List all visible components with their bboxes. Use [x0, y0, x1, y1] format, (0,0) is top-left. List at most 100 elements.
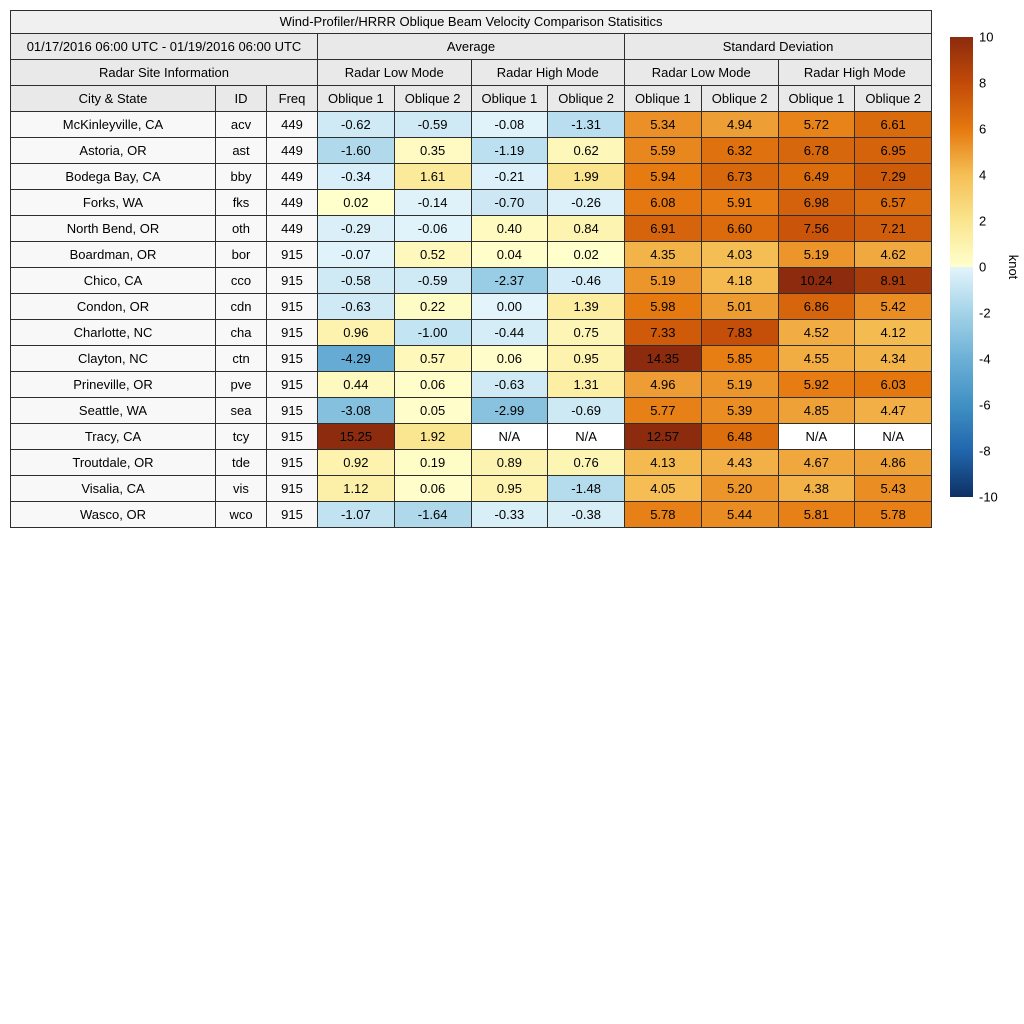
freq-cell: 915 — [266, 267, 318, 294]
colorbar-tick-label: 6 — [979, 121, 987, 137]
id-cell: bby — [215, 163, 267, 190]
value-cell: 5.01 — [700, 293, 779, 320]
city-cell: Wasco, OR — [10, 501, 216, 528]
value-cell: 5.19 — [624, 267, 702, 294]
value-cell: 1.99 — [547, 163, 625, 190]
value-cell: -1.64 — [393, 501, 472, 528]
value-cell: 0.52 — [393, 241, 472, 268]
id-cell: fks — [215, 189, 267, 216]
value-cell: -0.29 — [317, 215, 395, 242]
table-row: Chico, CA cco 915 -0.58 -0.59 -2.37 -0.46 5.19 4… — [10, 267, 933, 294]
value-cell: -0.34 — [317, 163, 395, 190]
value-cell: 6.57 — [854, 189, 933, 216]
value-cell: 0.76 — [547, 449, 625, 476]
value-cell: -1.07 — [317, 501, 395, 528]
col-header-freq: Freq — [266, 85, 318, 112]
city-cell: Seattle, WA — [10, 397, 216, 424]
value-cell: 15.25 — [317, 423, 395, 450]
value-cell: 4.12 — [854, 319, 933, 346]
value-cell: 4.34 — [854, 345, 933, 372]
city-cell: McKinleyville, CA — [10, 111, 216, 138]
id-cell: acv — [215, 111, 267, 138]
value-cell: 7.21 — [854, 215, 933, 242]
mode-header-sd-low: Radar Low Mode — [624, 59, 779, 86]
id-cell: bor — [215, 241, 267, 268]
city-cell: Prineville, OR — [10, 371, 216, 398]
city-cell: Forks, WA — [10, 189, 216, 216]
value-cell: 6.73 — [700, 163, 779, 190]
col-header-oblique: Oblique 1 — [317, 85, 395, 112]
table-row: Astoria, OR ast 449 -1.60 0.35 -1.19 0.62 5.59 6… — [10, 137, 933, 164]
col-header-oblique: Oblique 2 — [393, 85, 472, 112]
colorbar-unit-label: knot — [1006, 254, 1021, 280]
id-cell: sea — [215, 397, 267, 424]
id-cell: oth — [215, 215, 267, 242]
value-cell: 0.04 — [470, 241, 549, 268]
group-header-average: Average — [317, 33, 625, 60]
mode-header-avg-high: Radar High Mode — [470, 59, 625, 86]
value-cell: 6.91 — [624, 215, 702, 242]
value-cell: 6.49 — [777, 163, 856, 190]
value-cell: N/A — [777, 423, 856, 450]
value-cell: -0.46 — [547, 267, 625, 294]
stats-table: Wind-Profiler/HRRR Oblique Beam Velocity… — [9, 10, 933, 528]
value-cell: -2.99 — [470, 397, 549, 424]
city-cell: Chico, CA — [10, 267, 216, 294]
value-cell: 4.62 — [854, 241, 933, 268]
id-cell: wco — [215, 501, 267, 528]
value-cell: 5.92 — [777, 371, 856, 398]
id-cell: cco — [215, 267, 267, 294]
value-cell: -0.33 — [470, 501, 549, 528]
value-cell: -1.48 — [547, 475, 625, 502]
value-cell: 4.96 — [624, 371, 702, 398]
colorbar-tick-label: -8 — [979, 443, 991, 459]
value-cell: 7.56 — [777, 215, 856, 242]
value-cell: -0.69 — [547, 397, 625, 424]
table-row: McKinleyville, CA acv 449 -0.62 -0.59 -0.08 -1… — [10, 111, 933, 138]
city-cell: Condon, OR — [10, 293, 216, 320]
value-cell: 4.03 — [700, 241, 779, 268]
value-cell: -0.44 — [470, 319, 549, 346]
table-row: Prineville, OR pve 915 0.44 0.06 -0.63 1.31 4.9… — [10, 371, 933, 398]
value-cell: 5.34 — [624, 111, 702, 138]
value-cell: 4.18 — [700, 267, 779, 294]
value-cell: N/A — [547, 423, 625, 450]
value-cell: 5.81 — [777, 501, 856, 528]
value-cell: 0.96 — [317, 319, 395, 346]
value-cell: 14.35 — [624, 345, 702, 372]
value-cell: -0.70 — [470, 189, 549, 216]
value-cell: -2.37 — [470, 267, 549, 294]
table-row: Forks, WA fks 449 0.02 -0.14 -0.70 -0.26 6.08 5.… — [10, 189, 933, 216]
value-cell: 0.00 — [470, 293, 549, 320]
table-row: North Bend, OR oth 449 -0.29 -0.06 0.40 0.84 6.… — [10, 215, 933, 242]
value-cell: 0.40 — [470, 215, 549, 242]
freq-cell: 915 — [266, 241, 318, 268]
value-cell: 6.86 — [777, 293, 856, 320]
id-cell: tde — [215, 449, 267, 476]
colorbar-tick-label: 0 — [979, 259, 987, 275]
value-cell: 0.57 — [393, 345, 472, 372]
id-cell: pve — [215, 371, 267, 398]
col-header-oblique: Oblique 1 — [470, 85, 549, 112]
id-cell: tcy — [215, 423, 267, 450]
colorbar-tick-label: -10 — [979, 489, 998, 505]
value-cell: 0.92 — [317, 449, 395, 476]
colorbar-gradient — [950, 37, 973, 497]
value-cell: 7.83 — [700, 319, 779, 346]
id-cell: cha — [215, 319, 267, 346]
value-cell: 5.19 — [777, 241, 856, 268]
value-cell: -1.00 — [393, 319, 472, 346]
col-header-oblique: Oblique 2 — [547, 85, 625, 112]
value-cell: 8.91 — [854, 267, 933, 294]
value-cell: 4.67 — [777, 449, 856, 476]
table-row: Condon, OR cdn 915 -0.63 0.22 0.00 1.39 5.98 5.0… — [10, 293, 933, 320]
id-cell: ast — [215, 137, 267, 164]
freq-cell: 915 — [266, 293, 318, 320]
value-cell: 5.59 — [624, 137, 702, 164]
value-cell: -0.08 — [470, 111, 549, 138]
value-cell: 4.94 — [700, 111, 779, 138]
col-header-id: ID — [215, 85, 267, 112]
value-cell: 4.35 — [624, 241, 702, 268]
site-info-header: Radar Site Information — [10, 59, 318, 86]
freq-cell: 915 — [266, 449, 318, 476]
